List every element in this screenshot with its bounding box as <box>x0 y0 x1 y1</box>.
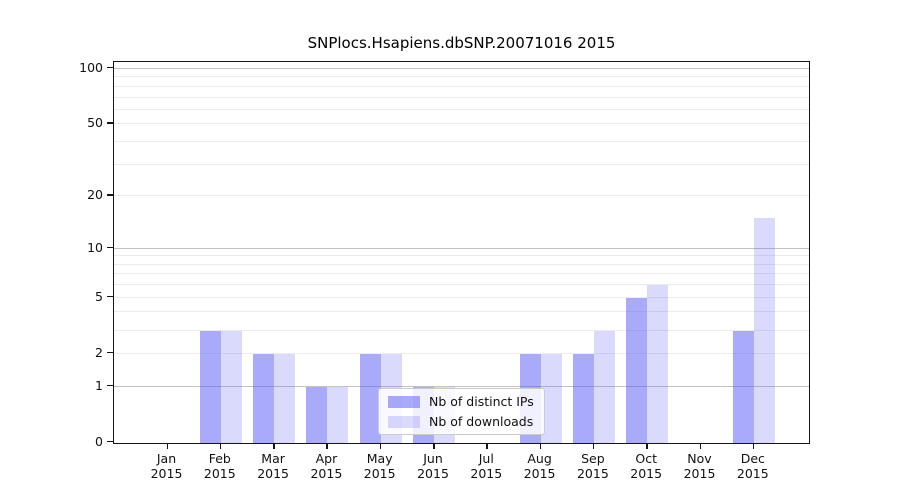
x-tick-label-may: May 2015 <box>363 451 396 481</box>
bar-distinct-ips-mar <box>253 354 275 443</box>
x-tick-mark-nov <box>699 444 701 449</box>
legend-swatch-distinct-ips <box>388 395 420 408</box>
gridline-minor-5 <box>114 296 809 298</box>
x-tick-mark-may <box>379 444 382 449</box>
legend-entry-distinct-ips: Nb of distinct IPs <box>388 394 535 409</box>
gridline-minor-90 <box>114 76 809 78</box>
gridline-minor-80 <box>114 85 809 87</box>
y-tick-label-100: 100 <box>79 59 103 75</box>
legend-label-distinct-ips: Nb of distinct IPs <box>429 394 534 409</box>
legend-label-downloads: Nb of downloads <box>429 414 534 429</box>
gridline-minor-9 <box>114 255 809 257</box>
x-tick-mark-jul <box>486 444 488 449</box>
gridline-minor-3 <box>114 329 809 331</box>
legend-swatch-downloads <box>388 415 420 428</box>
x-tick-label-dec: Dec 2015 <box>736 451 769 481</box>
x-tick-label-jul: Jul 2015 <box>470 451 503 481</box>
bar-distinct-ips-apr <box>306 386 328 443</box>
bar-distinct-ips-dec <box>732 330 754 443</box>
y-tick-label-0: 0 <box>95 433 103 449</box>
y-tick-mark-5 <box>107 295 113 298</box>
x-tick-label-sep: Sep 2015 <box>576 451 609 481</box>
y-tick-mark-1 <box>107 384 113 387</box>
x-tick-mark-aug <box>539 444 542 449</box>
y-tick-label-1: 1 <box>95 377 103 393</box>
x-tick-mark-oct <box>646 444 648 449</box>
x-tick-label-feb: Feb 2015 <box>203 451 236 481</box>
x-tick-mark-apr <box>326 444 328 449</box>
y-tick-mark-2 <box>107 351 113 354</box>
bar-distinct-ips-may <box>359 354 381 443</box>
legend-entry-downloads: Nb of downloads <box>388 414 535 429</box>
x-tick-mark-jan <box>166 444 168 449</box>
bar-downloads-dec <box>753 218 775 443</box>
gridline-major-10 <box>114 247 809 249</box>
gridline-minor-7 <box>114 273 809 275</box>
y-tick-mark-50 <box>107 122 113 124</box>
gridline-minor-70 <box>114 96 809 98</box>
x-tick-label-apr: Apr 2015 <box>310 451 343 481</box>
x-tick-label-jun: Jun 2015 <box>417 451 449 481</box>
gridline-minor-60 <box>114 108 809 110</box>
gridline-minor-30 <box>114 163 809 165</box>
x-tick-label-jan: Jan 2015 <box>150 451 183 481</box>
legend: Nb of distinct IPs Nb of downloads <box>378 388 545 435</box>
gridline-major-100 <box>114 67 809 69</box>
bar-distinct-ips-oct <box>626 297 648 443</box>
gridline-minor-8 <box>114 263 809 265</box>
y-tick-label-10: 10 <box>87 239 103 255</box>
bar-downloads-oct <box>647 285 669 443</box>
gridline-minor-40 <box>114 141 809 142</box>
gridline-minor-50 <box>114 123 809 125</box>
gridline-minor-6 <box>114 284 809 286</box>
bar-distinct-ips-sep <box>572 354 594 443</box>
bar-downloads-sep <box>593 330 615 443</box>
x-tick-label-aug: Aug 2015 <box>523 451 556 481</box>
gridline-minor-20 <box>114 195 809 197</box>
bar-downloads-aug <box>540 354 562 443</box>
gridline-minor-2 <box>114 352 809 354</box>
y-tick-mark-10 <box>107 246 113 249</box>
x-tick-mark-sep <box>592 444 595 449</box>
gridline-minor-4 <box>114 311 809 313</box>
bar-downloads-mar <box>274 354 296 443</box>
y-tick-mark-100 <box>107 66 113 69</box>
y-tick-label-2: 2 <box>95 344 103 360</box>
x-tick-label-mar: Mar 2015 <box>257 451 289 481</box>
x-tick-mark-dec <box>752 444 755 449</box>
x-tick-label-oct: Oct 2015 <box>630 451 663 481</box>
y-tick-label-50: 50 <box>87 115 103 131</box>
x-tick-label-nov: Nov 2015 <box>683 451 716 481</box>
y-tick-label-5: 5 <box>95 288 103 304</box>
x-tick-mark-jun <box>433 444 435 449</box>
chart-title: SNPlocs.Hsapiens.dbSNP.20071016 2015 <box>307 34 616 52</box>
bar-distinct-ips-feb <box>199 330 221 443</box>
x-tick-mark-feb <box>219 444 222 449</box>
y-tick-mark-0 <box>107 440 113 443</box>
x-tick-mark-mar <box>273 444 275 449</box>
y-tick-label-20: 20 <box>87 187 103 203</box>
bar-downloads-feb <box>220 330 242 443</box>
plot-area <box>113 61 810 444</box>
bar-downloads-apr <box>327 386 349 443</box>
gridline-major-1 <box>114 385 809 387</box>
y-tick-mark-20 <box>107 194 113 196</box>
